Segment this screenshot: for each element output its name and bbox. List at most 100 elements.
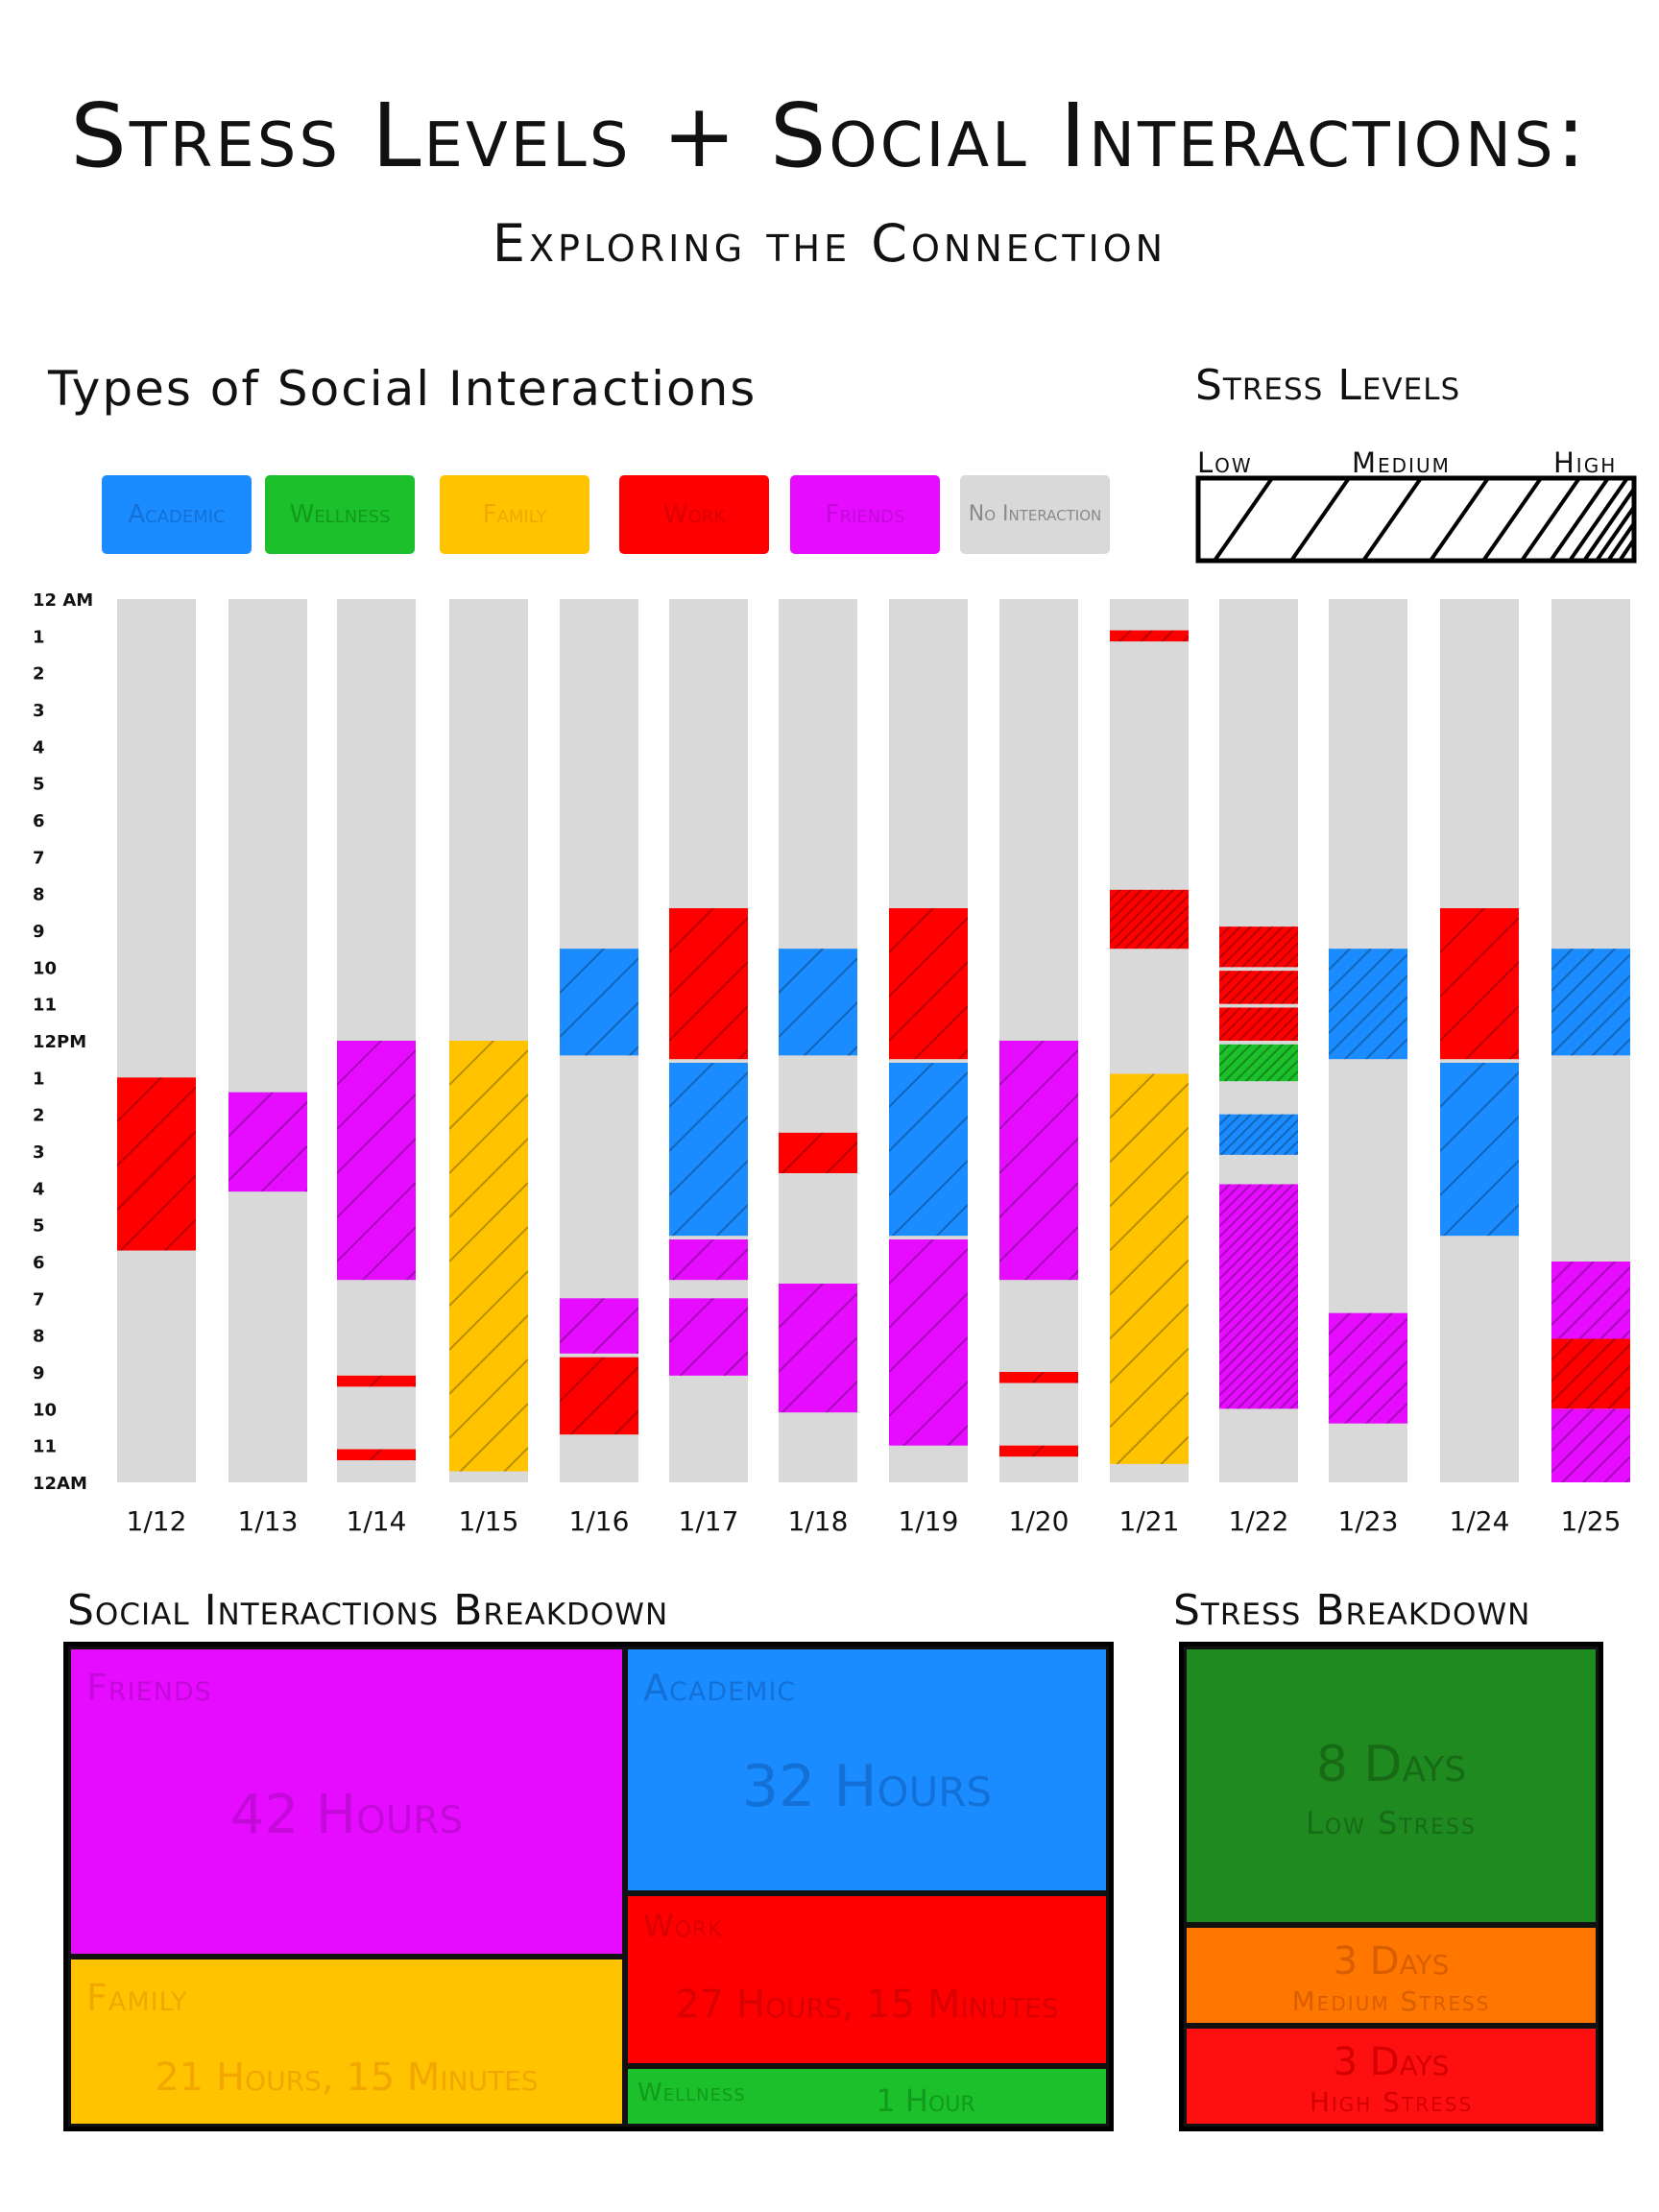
segment-work xyxy=(337,1449,416,1460)
stress-hatch xyxy=(1219,971,1298,1004)
hatch-line xyxy=(1280,986,1298,1004)
hatch-line xyxy=(1031,1372,1046,1383)
hatch-line xyxy=(560,1298,606,1344)
hatch-line xyxy=(1329,1312,1352,1335)
stress-medium-value: 3 Days xyxy=(1333,1939,1450,1984)
segment-friends xyxy=(1329,1312,1407,1424)
segment-friends xyxy=(1551,1408,1630,1483)
segment-fill xyxy=(1551,1338,1630,1409)
hatch-line xyxy=(1262,1118,1298,1155)
date-tick-label: 1/24 xyxy=(1450,1505,1510,1537)
segment-friends xyxy=(1551,1262,1630,1339)
hatch-line xyxy=(449,1094,528,1174)
hatch-line xyxy=(1219,1220,1298,1302)
stress-hatch xyxy=(999,1445,1078,1457)
hour-tick-label: 2 xyxy=(33,1106,45,1126)
hour-tick-label: 1 xyxy=(33,627,45,647)
hatch-line xyxy=(449,1358,528,1439)
hour-tick-label: 4 xyxy=(33,737,45,757)
treemap-work-label: Work xyxy=(643,1908,723,1944)
hatch-line xyxy=(369,1375,383,1387)
hatch-line xyxy=(1219,926,1253,959)
hatch-line xyxy=(1110,889,1133,912)
hatch-line xyxy=(1440,1063,1486,1108)
hatch-line xyxy=(1118,630,1133,642)
stress-low-value: 8 Days xyxy=(1315,1736,1467,1793)
hatch-line xyxy=(781,1132,825,1174)
stress-hatch xyxy=(779,1284,857,1413)
social-breakdown-treemap: Friends 42 Hours Academic 32 Hours Work … xyxy=(63,1642,1114,2131)
hatch-line xyxy=(1219,1252,1298,1334)
hatch-line xyxy=(999,1041,1046,1086)
hour-tick-label: 2 xyxy=(33,664,45,685)
hatch-line xyxy=(449,1226,528,1307)
segment-fill xyxy=(669,1063,748,1237)
hour-tick-label: 9 xyxy=(33,922,45,942)
hatch-line xyxy=(591,1307,638,1354)
stress-breakdown-heading: Stress Breakdown xyxy=(1173,1586,1531,1635)
hatch-line xyxy=(1272,1129,1298,1155)
segment-fill xyxy=(1440,908,1519,1060)
hatch-line xyxy=(1364,1017,1407,1060)
hatch-line xyxy=(1160,1435,1189,1464)
hatch-line xyxy=(889,1336,968,1417)
title: Stress Levels + Social Interactions: xyxy=(70,84,1589,187)
hatch-line xyxy=(361,1226,416,1281)
hour-tick-label: 7 xyxy=(33,1289,45,1310)
legend-work: Work xyxy=(619,475,769,554)
segment-fill xyxy=(1219,1044,1298,1082)
hatch-line xyxy=(1219,1241,1298,1323)
hatch-line xyxy=(1110,1347,1189,1429)
hour-tick-label: 8 xyxy=(33,1327,45,1347)
hatch-line xyxy=(779,1292,857,1373)
hatch-line xyxy=(1023,1226,1078,1281)
hatch-line xyxy=(449,1138,528,1218)
hatch-line xyxy=(803,1001,857,1056)
segment-work xyxy=(1110,630,1189,642)
segment-work xyxy=(117,1077,196,1251)
hatch-line xyxy=(1606,1385,1630,1409)
hatch-line xyxy=(1440,908,1486,953)
hatch-line xyxy=(228,1100,307,1182)
hatch-line xyxy=(1223,1044,1263,1082)
hatch-line xyxy=(1283,1140,1298,1155)
date-tick-label: 1/16 xyxy=(569,1505,630,1537)
hatch-line xyxy=(1110,1073,1156,1119)
hatch-line xyxy=(723,1351,748,1376)
hatch-line xyxy=(913,1005,968,1060)
segment-academic xyxy=(669,1063,748,1237)
hour-tick-label: 4 xyxy=(33,1179,45,1199)
hatch-line xyxy=(889,1248,968,1329)
stress-scale-bar xyxy=(1195,475,1637,564)
hour-tick-label: 12AM xyxy=(33,1474,87,1494)
treemap-work-value: 27 Hours, 15 Minutes xyxy=(675,1983,1059,2027)
segment-fill xyxy=(1110,630,1189,642)
hatch-line xyxy=(1329,1312,1394,1378)
stress-hatch xyxy=(999,1372,1078,1383)
treemap-wellness: Wellness 1 Hour xyxy=(625,2066,1109,2127)
segment-fill xyxy=(1329,949,1407,1060)
segment-work xyxy=(999,1372,1078,1383)
social-breakdown-heading: Social Interactions Breakdown xyxy=(67,1586,669,1635)
hatch-line xyxy=(669,1063,715,1108)
stress-levels-heading: Stress Levels xyxy=(1195,361,1461,410)
hatch-line xyxy=(1234,1044,1274,1082)
treemap-wellness-label: Wellness xyxy=(637,2079,746,2107)
stress-scale-low-label: Low xyxy=(1197,446,1253,479)
stress-hatch xyxy=(1440,1063,1519,1237)
stress-hatch xyxy=(779,1132,857,1174)
treemap-friends-value: 42 Hours xyxy=(229,1784,464,1846)
hatch-line xyxy=(1269,1012,1298,1041)
hatch-line xyxy=(1219,1262,1298,1344)
hatch-line xyxy=(1551,1338,1596,1382)
hatch-line xyxy=(1599,1309,1630,1339)
segment-work xyxy=(669,908,748,1060)
hatch-line xyxy=(1219,1184,1285,1249)
stress-hatch xyxy=(1551,1262,1630,1339)
hatch-line xyxy=(1230,926,1274,968)
date-tick-label: 1/25 xyxy=(1561,1505,1622,1537)
stress-hatch xyxy=(449,1041,528,1472)
hatch-line xyxy=(1329,953,1407,1034)
segment-fill xyxy=(1219,1184,1298,1409)
stress-hatch xyxy=(1551,1408,1630,1483)
